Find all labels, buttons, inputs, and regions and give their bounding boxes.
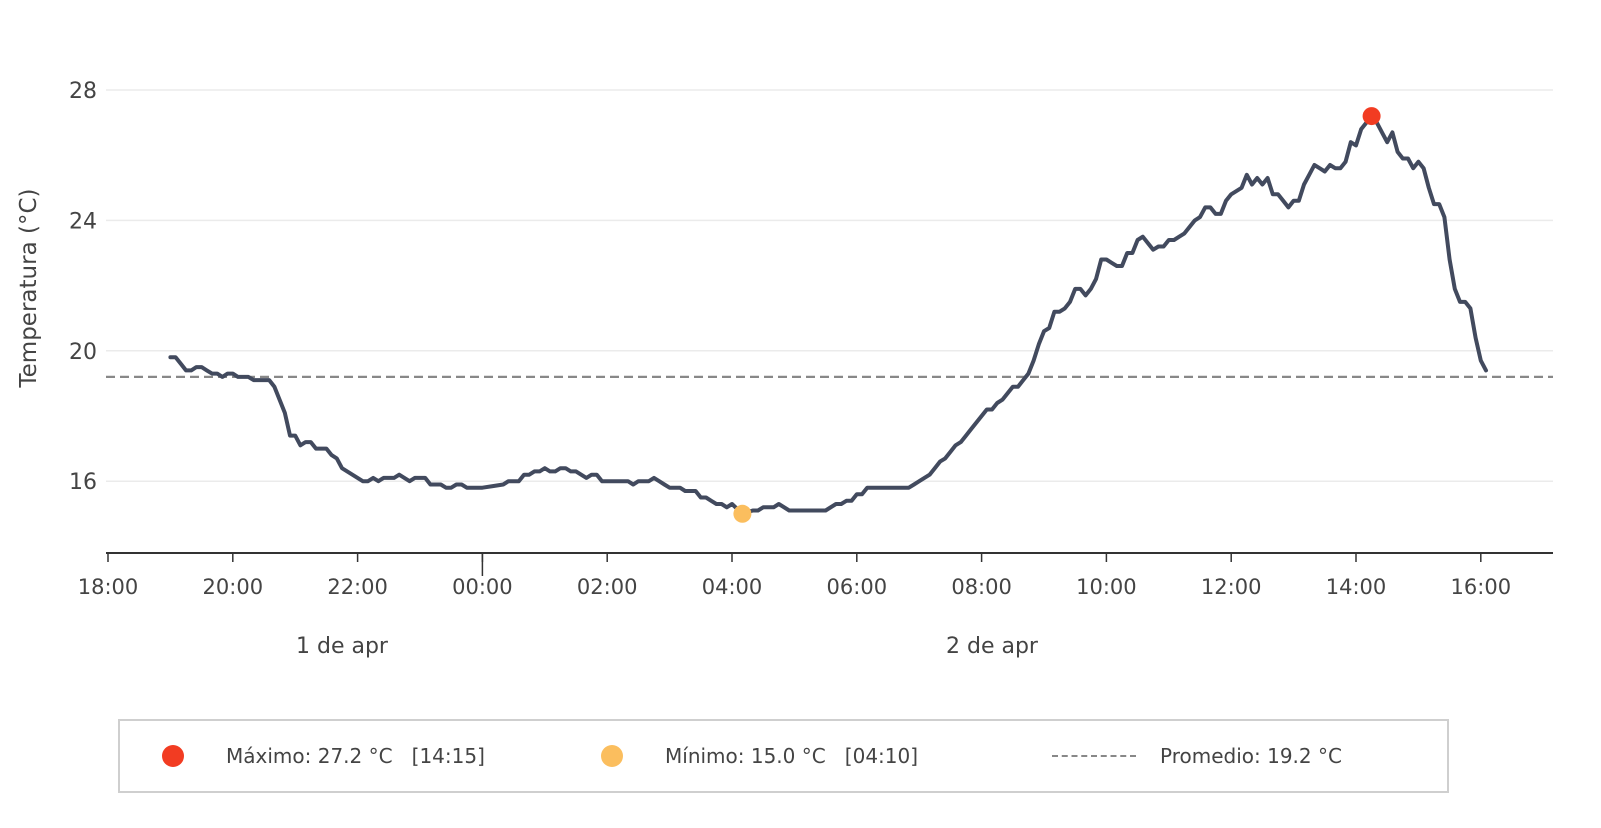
gridlines bbox=[106, 89, 1553, 482]
y-tick-label-20: 20 bbox=[69, 340, 97, 365]
x-tick-label-0800: 08:00 bbox=[951, 575, 1012, 599]
day-label-1: 1 de apr bbox=[296, 634, 389, 659]
x-tick-label-0000: 00:00 bbox=[452, 575, 513, 599]
legend-item-avg: Promedio: 19.2 °C bbox=[1052, 721, 1342, 791]
y-tick-label-24: 24 bbox=[69, 209, 97, 234]
legend-item-max: Máximo: 27.2 °C [14:15] bbox=[162, 721, 485, 791]
x-tick-label-0600: 06:00 bbox=[827, 575, 888, 599]
x-tick-label-1800: 18:00 bbox=[78, 575, 139, 599]
x-tick-label-1600: 16:00 bbox=[1451, 575, 1512, 599]
day-labels: 1 de apr 2 de apr bbox=[296, 634, 1039, 659]
x-tick-label-1400: 14:00 bbox=[1326, 575, 1387, 599]
temperature-series bbox=[168, 114, 1488, 516]
x-axis-ticks: 18:00 20:00 22:00 00:00 02:00 04:00 06:00 08:00… bbox=[78, 553, 1511, 599]
extreme-markers bbox=[733, 107, 1381, 523]
min-point-marker bbox=[733, 504, 752, 523]
day-label-2: 2 de apr bbox=[946, 634, 1039, 659]
temperature-line-1 bbox=[168, 114, 1488, 516]
y-tick-label-16: 16 bbox=[69, 470, 97, 495]
legend: Máximo: 27.2 °C [14:15] Mínimo: 15.0 °C … bbox=[118, 719, 1449, 793]
x-tick-label-2200: 22:00 bbox=[327, 575, 388, 599]
legend-max-label: Máximo: 27.2 °C [14:15] bbox=[226, 744, 485, 768]
x-tick-label-1000: 10:00 bbox=[1076, 575, 1137, 599]
max-dot-icon bbox=[162, 745, 184, 767]
y-tick-label-28: 28 bbox=[69, 79, 97, 104]
y-axis-ticks: 16 20 24 28 bbox=[69, 79, 97, 495]
y-axis-label: Temperatura (°C) bbox=[16, 189, 42, 389]
min-dot-icon bbox=[601, 745, 623, 767]
x-tick-label-1200: 12:00 bbox=[1201, 575, 1262, 599]
max-point-marker bbox=[1362, 107, 1381, 126]
dashed-line-icon bbox=[1052, 755, 1136, 757]
legend-min-label: Mínimo: 15.0 °C [04:10] bbox=[665, 744, 919, 768]
legend-item-min: Mínimo: 15.0 °C [04:10] bbox=[601, 721, 918, 791]
x-tick-label-2000: 20:00 bbox=[203, 575, 264, 599]
temperature-chart: 16 20 24 28 Temperatura (°C) 18:00 20:00 22:0… bbox=[16, 79, 1553, 659]
x-tick-label-0200: 02:00 bbox=[577, 575, 638, 599]
legend-avg-label: Promedio: 19.2 °C bbox=[1160, 744, 1342, 768]
x-tick-label-0400: 04:00 bbox=[702, 575, 763, 599]
